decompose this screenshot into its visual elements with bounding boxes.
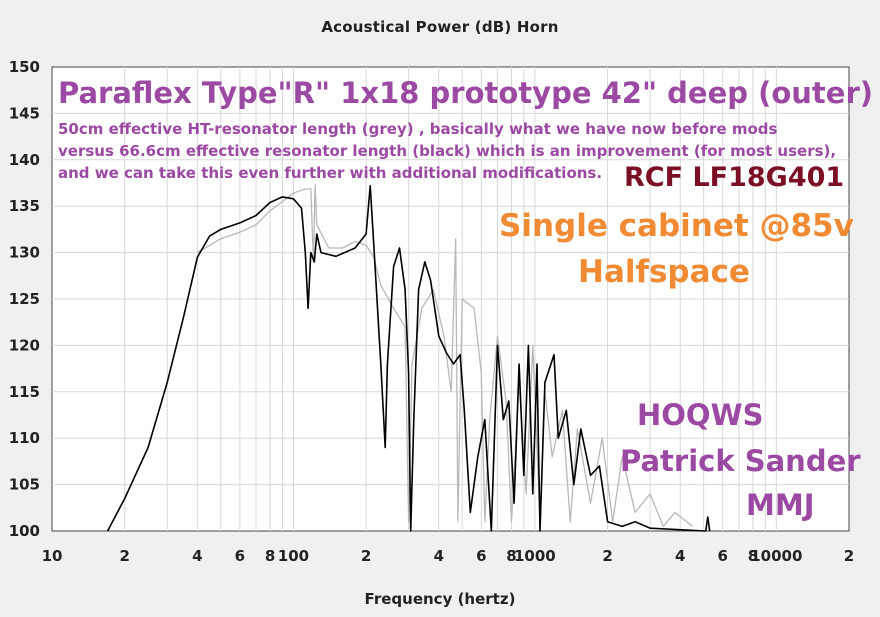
- y-tick-label: 100: [9, 522, 40, 540]
- y-tick-label: 110: [9, 429, 40, 447]
- x-axis-label: Frequency (hertz): [364, 590, 516, 608]
- x-tick-label: 2: [119, 547, 129, 565]
- annotation-desc-line-2: versus 66.6cm effective resonator length…: [58, 142, 837, 160]
- annotation-desc-line-1: 50cm effective HT-resonator length (grey…: [58, 120, 778, 138]
- y-tick-label: 150: [9, 58, 40, 76]
- x-tick-label: 4: [434, 547, 444, 565]
- series-group: [106, 184, 711, 532]
- chart-title: Acoustical Power (dB) Horn: [321, 18, 559, 36]
- y-tick-label: 125: [9, 290, 40, 308]
- annotation-hoqws: HOQWS: [637, 398, 764, 432]
- x-tick-label: 6: [476, 547, 486, 565]
- x-tick-label: 4: [675, 547, 685, 565]
- annotation-patrick-sander: Patrick Sander: [620, 444, 861, 478]
- y-tick-label: 130: [9, 244, 40, 262]
- x-tick-label: 6: [718, 547, 728, 565]
- annotation-single-cabinet: Single cabinet @85v: [499, 208, 854, 244]
- y-tick-label: 120: [9, 336, 40, 354]
- annotation-mmj: MMJ: [746, 488, 815, 522]
- annotation-title: Paraflex Type"R" 1x18 prototype 42" deep…: [58, 76, 874, 110]
- x-tick-label: 8: [265, 547, 275, 565]
- y-tick-label: 135: [9, 197, 40, 215]
- x-tick-label: 10000: [750, 547, 802, 565]
- x-tick-label: 2: [844, 547, 854, 565]
- y-tick-label: 145: [9, 104, 40, 122]
- y-tick-labels: 100 105 110 115 120 125 130 135 140 145 150: [9, 58, 40, 540]
- annotation-desc-line-3: and we can take this even further with a…: [58, 164, 603, 182]
- y-tick-label: 115: [9, 383, 40, 401]
- x-tick-label: 6: [235, 547, 245, 565]
- x-tick-label: 1000: [514, 547, 556, 565]
- x-tick-label: 2: [602, 547, 612, 565]
- x-tick-label: 8: [748, 547, 758, 565]
- annotation-driver-model: RCF LF18G401: [624, 162, 845, 193]
- y-tick-label: 140: [9, 151, 40, 169]
- x-tick-label: 2: [361, 547, 371, 565]
- series-line-black: [106, 185, 711, 532]
- x-tick-label: 100: [278, 547, 309, 565]
- annotation-halfspace: Halfspace: [578, 254, 750, 290]
- x-tick-label: 10: [42, 547, 63, 565]
- y-tick-label: 105: [9, 476, 40, 494]
- x-tick-label: 8: [506, 547, 516, 565]
- x-tick-label: 4: [192, 547, 202, 565]
